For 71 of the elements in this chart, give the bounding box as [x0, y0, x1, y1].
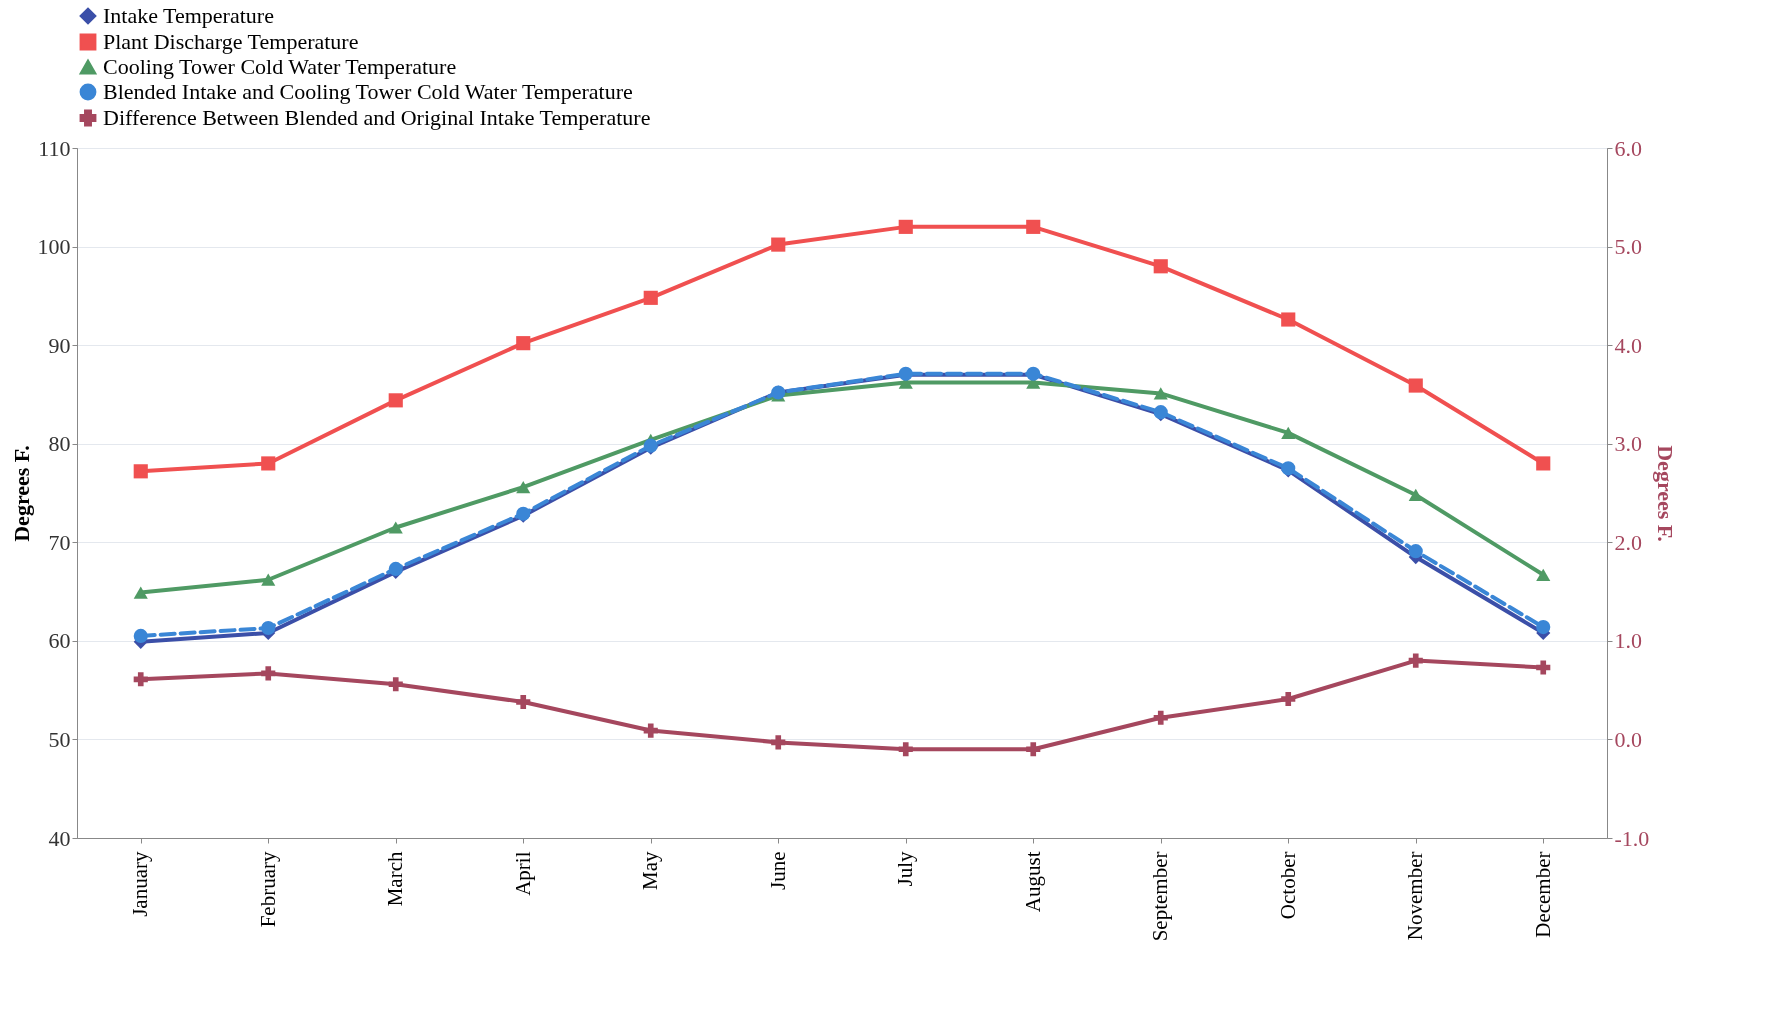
y-tick-label: 60 [48, 628, 71, 654]
point [1536, 620, 1551, 635]
point [261, 620, 276, 636]
point [1153, 710, 1168, 725]
y2-tick-label: 3.0 [1614, 431, 1642, 457]
point [1281, 426, 1296, 439]
point [133, 464, 148, 479]
y2-tick-label: 4.0 [1614, 332, 1642, 358]
x-tick-label: March [383, 851, 408, 907]
x-tick-label: July [893, 851, 918, 887]
point [1408, 653, 1423, 668]
point [1026, 219, 1041, 234]
y-tick-label: 40 [48, 825, 71, 851]
y2-tick-label: 2.0 [1614, 529, 1642, 555]
y-tick-label: 80 [48, 431, 71, 457]
point [1536, 456, 1551, 471]
point [1536, 660, 1551, 675]
point [133, 586, 148, 599]
point [388, 393, 403, 408]
y-tick-label: 70 [48, 529, 71, 555]
point [516, 694, 531, 710]
y-axis-title: Degrees F. [8, 445, 34, 542]
legend-label: Blended Intake and Cooling Tower Cold Water Temperature [103, 79, 633, 104]
x-tick-label: September [1148, 851, 1173, 942]
legend-label: Plant Discharge Temperature [103, 29, 359, 54]
point [261, 573, 276, 586]
point [1281, 691, 1296, 707]
point [133, 672, 148, 687]
x-tick-label: May [638, 851, 663, 890]
x-tick-label: April [510, 851, 535, 896]
y-tick-label: 100 [37, 234, 71, 260]
y2-tick-label: 5.0 [1614, 234, 1642, 260]
x-tick-label: November [1403, 851, 1428, 941]
x-tick-label: December [1530, 851, 1555, 938]
x-tick-label: August [1020, 851, 1045, 913]
point [898, 742, 913, 757]
point [771, 237, 786, 252]
point [1536, 568, 1551, 581]
legend-label: Difference Between Blended and Original Intake Temperature [103, 105, 651, 130]
y-tick-label: 90 [48, 332, 71, 358]
point [261, 666, 276, 681]
point [1408, 488, 1423, 502]
point [1153, 387, 1168, 400]
y2-axis-title: Degrees F. [1653, 445, 1679, 542]
x-tick-label: October [1275, 851, 1300, 920]
x-tick-label: June [765, 851, 790, 890]
point [1408, 378, 1423, 393]
point [643, 290, 658, 305]
point [516, 480, 531, 494]
y2-tick-label: -1.0 [1614, 825, 1650, 851]
y2-tick-label: 0.0 [1614, 726, 1642, 752]
y-tick-label: 110 [38, 135, 71, 161]
point [1408, 544, 1423, 559]
y2-tick-label: 6.0 [1614, 135, 1642, 161]
point [1153, 259, 1168, 274]
x-tick-label: February [255, 851, 280, 928]
point [261, 456, 276, 471]
point [898, 219, 913, 234]
point [516, 336, 531, 351]
legend-label: Intake Temperature [103, 3, 274, 28]
point [388, 677, 403, 692]
point [133, 628, 148, 643]
x-tick-label: January [128, 851, 153, 917]
legend-label: Cooling Tower Cold Water Temperature [103, 54, 457, 79]
point [771, 735, 786, 750]
point [643, 723, 658, 738]
point [1281, 312, 1296, 327]
point [1026, 742, 1041, 757]
y-tick-label: 50 [48, 726, 71, 752]
y2-tick-label: 1.0 [1614, 628, 1642, 654]
point [388, 521, 403, 534]
